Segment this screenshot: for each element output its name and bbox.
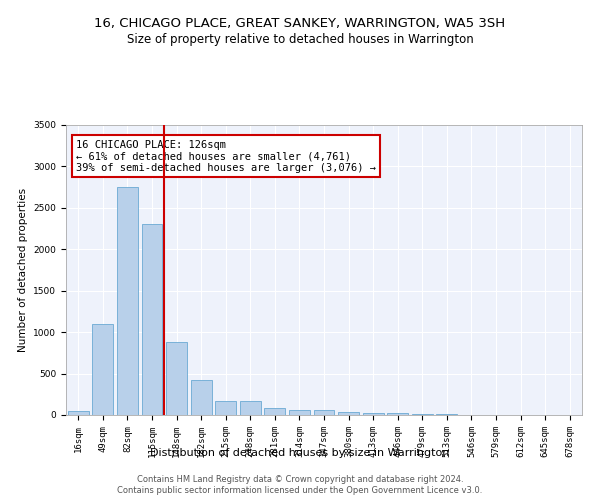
Bar	[166, 342, 187, 415]
Text: Contains HM Land Registry data © Crown copyright and database right 2024.: Contains HM Land Registry data © Crown c…	[137, 475, 463, 484]
Bar	[117, 187, 138, 415]
Bar	[265, 408, 286, 415]
Text: 16, CHICAGO PLACE, GREAT SANKEY, WARRINGTON, WA5 3SH: 16, CHICAGO PLACE, GREAT SANKEY, WARRING…	[94, 18, 506, 30]
Bar	[387, 414, 408, 415]
Bar	[362, 412, 383, 415]
Bar	[92, 324, 113, 415]
Bar	[142, 224, 163, 415]
Bar	[240, 402, 261, 415]
Text: Distribution of detached houses by size in Warrington: Distribution of detached houses by size …	[151, 448, 449, 458]
Text: Size of property relative to detached houses in Warrington: Size of property relative to detached ho…	[127, 32, 473, 46]
Bar	[436, 414, 457, 415]
Y-axis label: Number of detached properties: Number of detached properties	[18, 188, 28, 352]
Bar	[338, 412, 359, 415]
Bar	[289, 410, 310, 415]
Text: Contains public sector information licensed under the Open Government Licence v3: Contains public sector information licen…	[118, 486, 482, 495]
Text: 16 CHICAGO PLACE: 126sqm
← 61% of detached houses are smaller (4,761)
39% of sem: 16 CHICAGO PLACE: 126sqm ← 61% of detach…	[76, 140, 376, 172]
Bar	[68, 411, 89, 415]
Bar	[191, 380, 212, 415]
Bar	[215, 401, 236, 415]
Bar	[412, 414, 433, 415]
Bar	[314, 410, 334, 415]
